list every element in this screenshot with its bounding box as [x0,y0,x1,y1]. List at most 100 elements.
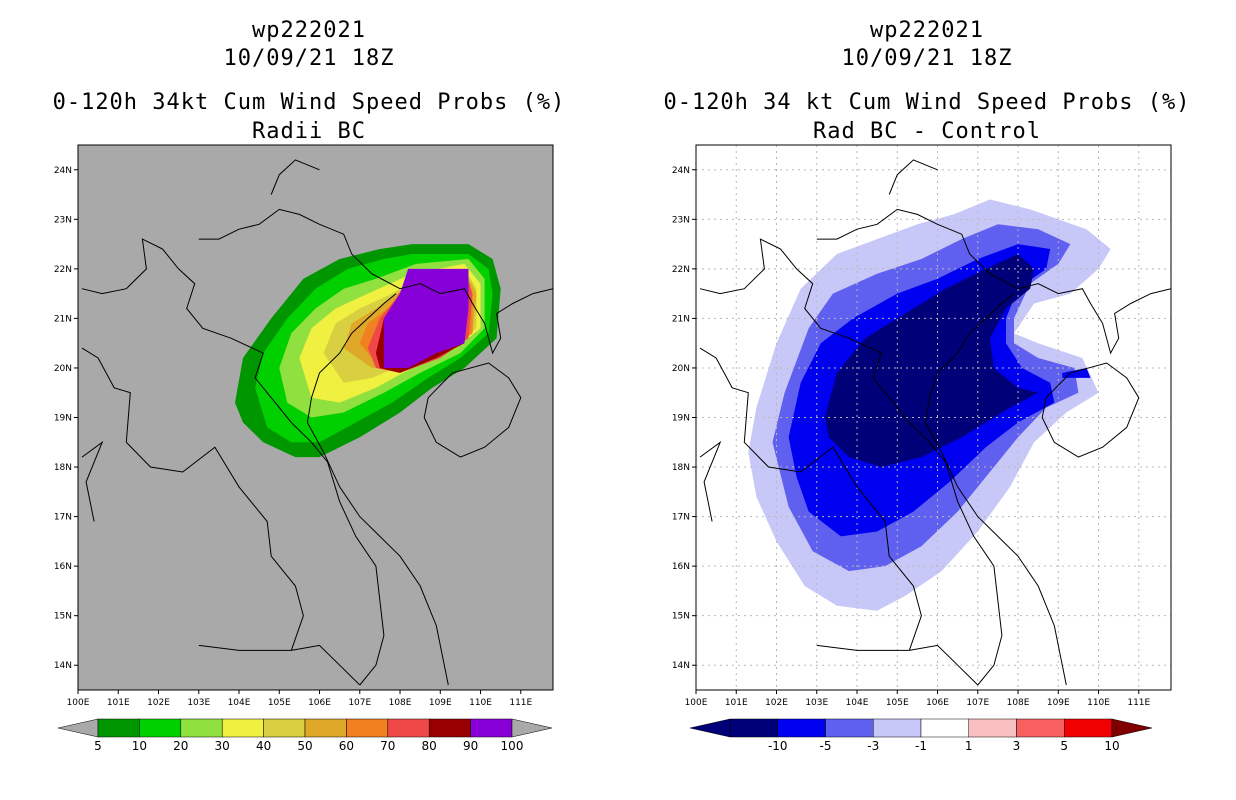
left-colorbar-label: 70 [380,739,395,753]
left-panel: wp222021 10/09/21 18Z 0-120h 34kt Cum Wi… [52,18,566,753]
left-colorbar-under-arrow [57,718,99,738]
left-lat-tick-label: 14N [54,661,72,671]
right-colorbar-swatch [873,718,922,738]
left-lat-tick-label: 18N [54,463,72,473]
left-lon-tick-label: 101E [107,698,130,708]
left-colorbar-swatch [139,718,182,738]
right-colorbar-swatch [1064,718,1113,738]
left-lon-tick-label: 108E [389,698,412,708]
right-lon-tick-label: 110E [1087,698,1110,708]
right-lat-tick-label: 19N [672,414,690,424]
left-lat-tick-label: 20N [54,364,72,374]
left-colorbar: 5 10 20 30 40 50 60 70 80 90 100 [57,718,553,753]
left-colorbar-swatch [304,718,347,738]
right-product-title: 0-120h 34 kt Cum Wind Speed Probs (%) [663,90,1191,115]
left-lon-tick-label: 111E [509,698,532,708]
right-subtitle: Rad BC - Control [813,119,1041,144]
right-lon-tick-label: 107E [966,698,989,708]
right-panel: wp222021 10/09/21 18Z 0-120h 34 kt Cum W… [618,0,1236,800]
right-map: 100E 101E 102E 103E 104E 105E 106E 107E 108E 109E… [672,144,1172,753]
left-lat-tick-label: 22N [54,265,72,275]
left-lat-tick-label: 24N [54,166,72,176]
right-lon-tick-label: 108E [1007,698,1030,708]
left-colorbar-swatch [221,718,264,738]
left-map: 100E 101E 102E 103E 104E 105E 106E 107E 108E 109E… [54,144,554,753]
right-colorbar-swatch [729,718,778,738]
right-colorbar-label: 1 [965,739,973,753]
left-lon-tick-label: 110E [469,698,492,708]
right-contour-minus5-blob [1062,368,1091,378]
right-colorbar-under-arrow [689,718,731,738]
left-colorbar-label: 50 [297,739,312,753]
left-colorbar-swatch [263,718,306,738]
right-colorbar-over-arrow [1111,718,1153,738]
right-colorbar-label: -3 [867,739,879,753]
right-lat-tick-label: 22N [672,265,690,275]
left-lat-tick-label: 23N [54,215,72,225]
left-colorbar-label: 100 [501,739,524,753]
left-coastlines [81,159,553,686]
left-colorbar-label: 20 [173,739,188,753]
right-lat-tick-label: 16N [672,562,690,572]
left-colorbar-swatch [428,718,471,738]
left-colorbar-swatch [180,718,223,738]
left-lon-tick-label: 103E [187,698,210,708]
right-colorbar-swatch [1016,718,1065,738]
left-lon-tick-label: 105E [268,698,291,708]
right-lat-tick-label: 20N [672,364,690,374]
right-lon-tick-label: 109E [1047,698,1070,708]
right-colorbar-label: -5 [820,739,832,753]
right-lon-tick-label: 100E [685,698,708,708]
right-lon-tick-label: 103E [805,698,828,708]
right-lon-tick-label: 104E [846,698,869,708]
left-lat-tick-label: 21N [54,314,72,324]
right-colorbar-swatch [825,718,874,738]
left-colorbar-swatch [470,718,513,738]
right-colorbar-swatch [920,718,969,738]
right-colorbar-label: 5 [1060,739,1068,753]
right-lon-tick-label: 102E [765,698,788,708]
right-lat-tick-label: 15N [672,612,690,622]
left-colorbar-label: 80 [422,739,437,753]
right-lon-tick-label: 101E [725,698,748,708]
left-colorbar-swatch [387,718,430,738]
left-lon-tick-label: 100E [67,698,90,708]
left-colorbar-label: 40 [256,739,271,753]
left-lat-tick-label: 15N [54,612,72,622]
left-lon-tick-label: 102E [147,698,170,708]
left-lon-tick-label: 106E [308,698,331,708]
left-colorbar-label: 5 [94,739,102,753]
right-lat-tick-label: 21N [672,314,690,324]
right-coastlines [699,159,1171,686]
left-contour-90 [383,268,469,368]
left-colorbar-label: 10 [132,739,147,753]
left-product-title: 0-120h 34kt Cum Wind Speed Probs (%) [52,90,566,115]
left-colorbar-swatch [346,718,389,738]
right-colorbar-label: -1 [915,739,927,753]
left-colorbar-label: 90 [463,739,478,753]
left-lat-tick-label: 19N [54,414,72,424]
left-lon-tick-label: 107E [348,698,371,708]
right-lat-tick-label: 18N [672,463,690,473]
right-storm-id: wp222021 [870,18,984,43]
left-subtitle: Radii BC [252,119,366,144]
left-colorbar-swatch [97,718,140,738]
left-field-layer [235,244,501,458]
left-colorbar-label: 60 [339,739,354,753]
right-contour-minus10 [824,254,1039,467]
left-lon-tick-label: 104E [228,698,251,708]
right-datetime: 10/09/21 18Z [841,46,1013,71]
left-colorbar-label: 30 [215,739,230,753]
left-lat-tick-label: 17N [54,513,72,523]
right-lon-tick-label: 105E [886,698,909,708]
right-colorbar-label: 10 [1104,739,1119,753]
left-lat-tick-label: 16N [54,562,72,572]
right-lon-tick-label: 111E [1127,698,1150,708]
left-datetime: 10/09/21 18Z [223,46,395,71]
right-colorbar-swatch [968,718,1017,738]
right-lon-tick-label: 106E [926,698,949,708]
left-lon-tick-label: 109E [429,698,452,708]
right-colorbar-label: -10 [768,739,788,753]
right-lat-tick-label: 17N [672,513,690,523]
right-lat-tick-label: 24N [672,166,690,176]
